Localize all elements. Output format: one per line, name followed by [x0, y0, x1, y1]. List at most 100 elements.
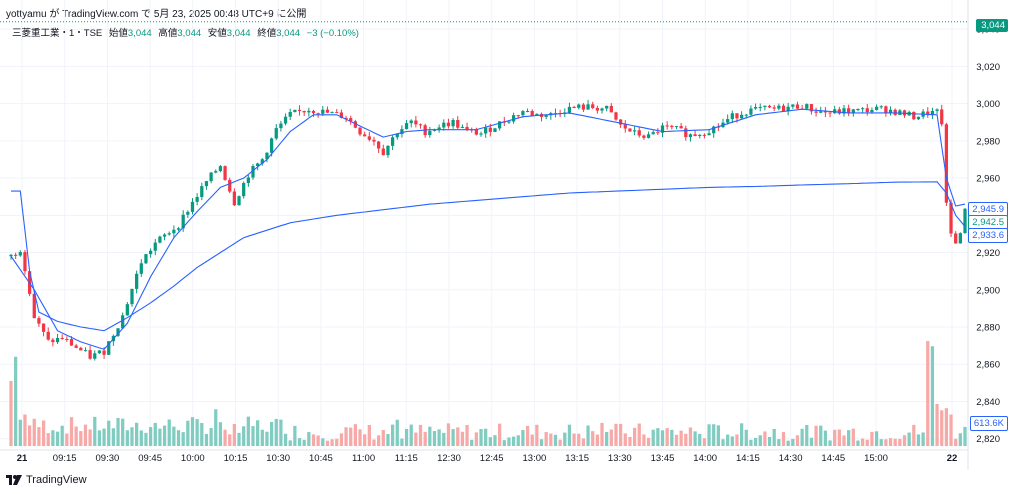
candle-body [353, 121, 357, 128]
candle-body [451, 120, 455, 127]
candle-body [218, 166, 223, 172]
volume-bar [851, 428, 855, 446]
candle-body [660, 125, 665, 133]
volume-bar [721, 439, 725, 446]
candle-body [242, 183, 246, 197]
volume-bar [549, 433, 553, 446]
y-tick-label: 3,000 [976, 99, 1000, 110]
candle-body [758, 106, 762, 108]
candle-body [116, 328, 120, 336]
candle-body [349, 118, 353, 122]
volume-bar [874, 431, 879, 446]
volume-bar [214, 409, 218, 446]
last-price-tag: 3,044 [976, 19, 1008, 32]
volume-bar [535, 424, 539, 446]
candle-body [642, 135, 646, 138]
candle-body [204, 181, 209, 187]
candle-body [744, 114, 748, 116]
candle-body [707, 133, 711, 136]
candle-body [144, 254, 148, 264]
candle-body [651, 132, 655, 135]
y-tick-label: 2,840 [976, 397, 1000, 408]
candle-body [870, 109, 874, 113]
volume-bar [716, 425, 720, 446]
candle-body [535, 113, 539, 116]
candle-body [442, 122, 446, 128]
candle-body [456, 120, 460, 128]
candle-body [162, 234, 167, 237]
volume-bar [339, 433, 344, 446]
volume-bar [41, 420, 46, 446]
x-tick-label: 13:00 [523, 453, 547, 464]
volume-bar [665, 428, 669, 446]
candle-body [777, 105, 781, 109]
volume-bar [186, 420, 190, 446]
volume-bar [432, 431, 437, 446]
volume-bar [377, 435, 381, 446]
volume-bar [55, 431, 60, 446]
volume-bar [539, 439, 544, 446]
volume-bar [605, 431, 609, 446]
x-tick-label: 15:00 [864, 453, 888, 464]
volume-bar [344, 427, 348, 446]
candle-body [325, 109, 330, 113]
volume-bar [767, 436, 772, 446]
vwap-tag: 2,933.6 [968, 228, 1008, 243]
volume-bar [204, 434, 209, 446]
candle-body [88, 350, 92, 359]
volume-bar [349, 427, 353, 446]
volume-bar [530, 434, 534, 446]
volume-bar [9, 380, 13, 446]
candle-body [493, 128, 497, 132]
volume-bar [83, 424, 88, 446]
volume-bar [51, 430, 55, 446]
candle-body [595, 107, 599, 111]
candle-body [381, 148, 385, 156]
candle-body [819, 111, 823, 113]
volume-bar [228, 434, 232, 446]
volume-bar [805, 425, 809, 446]
candle-body [246, 177, 250, 184]
candle-body [726, 119, 730, 123]
candle-body [511, 115, 516, 122]
volume-bar [591, 431, 595, 446]
volume-bar [684, 433, 688, 446]
volume-bar [358, 429, 362, 446]
volume-bar [600, 422, 604, 446]
candle-body [833, 109, 837, 114]
volume-bar [293, 425, 297, 446]
volume-bar [544, 432, 548, 446]
volume-bar [46, 433, 50, 446]
tradingview-logo[interactable]: TradingView [6, 474, 87, 486]
volume-bar [637, 423, 641, 446]
candle-body [847, 108, 851, 114]
candle-body [79, 347, 83, 351]
volume-bar [651, 429, 655, 446]
x-tick-label: 13:15 [565, 453, 589, 464]
candle-body [404, 123, 409, 130]
volume-bar [781, 432, 786, 446]
volume-bar [484, 428, 488, 446]
y-tick-label: 3,020 [976, 62, 1000, 73]
volume-bar [888, 438, 893, 446]
candle-body [74, 345, 78, 348]
high-label: 高値 [158, 28, 178, 39]
candle-body [884, 106, 888, 113]
candle-body [688, 134, 693, 138]
candle-body [940, 109, 944, 125]
candle-body [879, 106, 883, 108]
candle-body [293, 109, 297, 113]
volume-bar [502, 440, 506, 446]
candle-body [767, 105, 772, 108]
volume-bar [307, 432, 311, 446]
candle-body [167, 233, 171, 235]
x-tick-label: 09:30 [96, 453, 120, 464]
candle-body [609, 105, 613, 113]
x-tick-label: 14:45 [821, 453, 845, 464]
volume-bar [884, 439, 888, 446]
volume-bar [632, 427, 637, 446]
x-tick-label: 22 [947, 453, 958, 464]
candle-body [763, 105, 767, 107]
candle-body [363, 134, 367, 137]
